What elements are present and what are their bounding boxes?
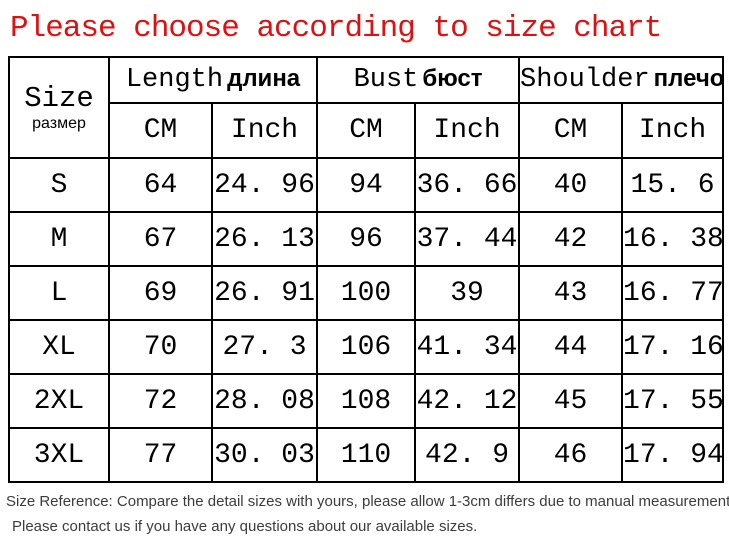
bust-header-ru: бюст <box>422 65 483 92</box>
shoulder-header-ru: плечо <box>653 65 724 92</box>
shoulder-column-header: Shoulder плечо <box>518 56 725 104</box>
measure-header-row: Size размер Length длина Bust бюст Shoul… <box>8 56 725 159</box>
bust-cm-cell: 108 <box>316 373 417 429</box>
table-row-3xl: 3XL 77 30. 03 110 42. 9 46 17. 94 <box>8 427 725 483</box>
shoulder-inch-cell: 17. 16 <box>621 319 725 375</box>
bust-column-header: Bust бюст <box>316 56 521 104</box>
shoulder-inch-cell: 17. 55 <box>621 373 725 429</box>
size-cell: S <box>8 157 110 213</box>
length-inch-cell: 26. 13 <box>210 211 319 267</box>
bust-inch-cell: 39 <box>414 265 521 321</box>
length-cm-cell: 72 <box>108 373 213 429</box>
page-title: Please choose according to size chart <box>10 11 662 46</box>
length-cm-cell: 67 <box>108 211 213 267</box>
bust-inch-cell: 36. 66 <box>414 157 521 213</box>
shoulder-inch-cell: 16. 77 <box>621 265 725 321</box>
size-cell: 2XL <box>8 373 110 429</box>
bust-header-en: Bust <box>353 65 419 95</box>
shoulder-cm-cell: 42 <box>518 211 624 267</box>
length-cm-header: CM <box>108 102 213 159</box>
length-header-en: Length <box>125 65 224 95</box>
shoulder-cm-cell: 46 <box>518 427 624 483</box>
size-cell: L <box>8 265 110 321</box>
shoulder-inch-cell: 17. 94 <box>621 427 725 483</box>
bust-inch-cell: 42. 12 <box>414 373 521 429</box>
size-chart-table: Size размер Length длина Bust бюст Shoul… <box>8 56 725 483</box>
size-cell: M <box>8 211 110 267</box>
shoulder-cm-cell: 45 <box>518 373 624 429</box>
bust-inch-cell: 37. 44 <box>414 211 521 267</box>
length-inch-cell: 30. 03 <box>210 427 319 483</box>
length-inch-cell: 26. 91 <box>210 265 319 321</box>
table-row-xl: XL 70 27. 3 106 41. 34 44 17. 16 <box>8 319 725 375</box>
length-header-ru: длина <box>227 65 301 92</box>
size-header-en: Size <box>24 81 94 115</box>
bust-cm-cell: 96 <box>316 211 417 267</box>
bust-inch-header: Inch <box>414 102 521 159</box>
length-inch-header: Inch <box>210 102 319 159</box>
shoulder-inch-cell: 15. 6 <box>621 157 725 213</box>
length-inch-cell: 28. 08 <box>210 373 319 429</box>
size-header-ru: размер <box>32 114 86 132</box>
bust-inch-cell: 42. 9 <box>414 427 521 483</box>
bust-cm-cell: 100 <box>316 265 417 321</box>
unit-header-row: CM Inch CM Inch CM Inch <box>9 102 725 159</box>
shoulder-inch-header: Inch <box>621 102 725 159</box>
shoulder-inch-cell: 16. 38 <box>621 211 725 267</box>
length-cm-cell: 70 <box>108 319 213 375</box>
table-row-s: S 64 24. 96 94 36. 66 40 15. 6 <box>8 157 725 213</box>
bust-cm-cell: 94 <box>316 157 417 213</box>
bust-inch-cell: 41. 34 <box>414 319 521 375</box>
length-cm-cell: 69 <box>108 265 213 321</box>
shoulder-cm-cell: 43 <box>518 265 624 321</box>
length-cm-cell: 64 <box>108 157 213 213</box>
size-column-header: Size размер <box>8 56 110 159</box>
table-row-l: L 69 26. 91 100 39 43 16. 77 <box>8 265 725 321</box>
size-cell: XL <box>8 319 110 375</box>
length-inch-cell: 27. 3 <box>210 319 319 375</box>
shoulder-cm-header: CM <box>518 102 624 159</box>
shoulder-cm-cell: 44 <box>518 319 624 375</box>
bust-cm-cell: 106 <box>316 319 417 375</box>
shoulder-cm-cell: 40 <box>518 157 624 213</box>
length-inch-cell: 24. 96 <box>210 157 319 213</box>
bust-cm-cell: 110 <box>316 427 417 483</box>
table-row-2xl: 2XL 72 28. 08 108 42. 12 45 17. 55 <box>8 373 725 429</box>
length-cm-cell: 77 <box>108 427 213 483</box>
size-cell: 3XL <box>8 427 110 483</box>
contact-note: Please contact us if you have any questi… <box>12 518 478 535</box>
shoulder-header-en: Shoulder <box>520 65 650 95</box>
size-reference-note: Size Reference: Compare the detail sizes… <box>6 493 729 510</box>
table-row-m: M 67 26. 13 96 37. 44 42 16. 38 <box>8 211 725 267</box>
bust-cm-header: CM <box>316 102 417 159</box>
length-column-header: Length длина <box>107 56 319 104</box>
